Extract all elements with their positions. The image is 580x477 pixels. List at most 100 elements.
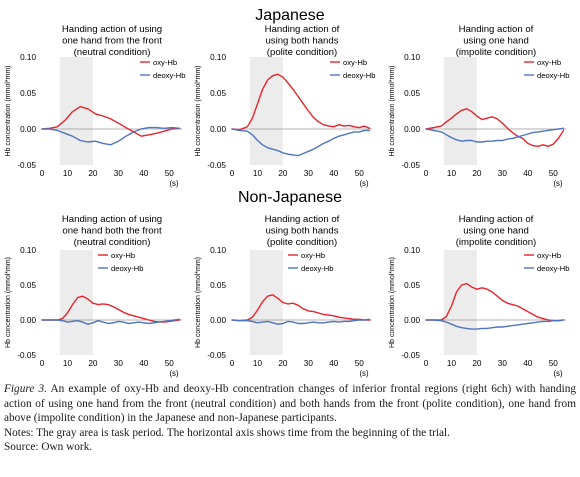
x-tick-label: 0	[40, 359, 45, 368]
x-tick-label: 40	[139, 169, 149, 178]
y-axis-label: Hb concentration (mmol*mm)	[5, 65, 12, 156]
group-title-non-japanese: Non-Japanese	[238, 189, 342, 206]
y-axis-label: Hb concentration (mmol*mm)	[195, 65, 202, 156]
x-tick-label: 20	[472, 359, 482, 368]
y-tick-label: -0.05	[401, 161, 420, 170]
y-axis-label: Hb concentration (mmol*mm)	[195, 257, 202, 348]
x-unit-label: (s)	[169, 179, 178, 188]
x-tick-label: 10	[63, 169, 73, 178]
x-tick-label: 10	[447, 359, 457, 368]
legend-label: oxy-Hb	[111, 251, 135, 260]
x-tick-label: 30	[304, 169, 314, 178]
y-tick-label: 0.10	[20, 53, 36, 62]
task-period-band	[59, 57, 93, 165]
legend-label: oxy-Hb	[153, 58, 177, 67]
x-tick-label: 30	[304, 359, 314, 368]
legend-label: oxy-Hb	[301, 251, 325, 260]
x-tick-label: 30	[114, 359, 124, 368]
y-axis-label: Hb concentration (mmol*mm)	[389, 257, 396, 348]
series-line-deoxy-hb	[41, 318, 181, 325]
x-tick-label: 50	[549, 359, 559, 368]
chart-title-line: using one hand	[463, 226, 529, 237]
x-unit-label: (s)	[359, 179, 368, 188]
chart-title-line: Handing action of	[459, 214, 534, 225]
x-tick-label: 40	[523, 359, 533, 368]
series-line-deoxy-hb	[41, 126, 181, 146]
x-tick-label: 40	[329, 359, 339, 368]
chart-title-line: (polite condition)	[267, 237, 337, 248]
y-tick-label: 0.00	[404, 316, 420, 325]
y-tick-label: 0.00	[210, 125, 226, 134]
x-tick-label: 0	[230, 169, 235, 178]
x-tick-label: 40	[139, 359, 149, 368]
series-line-oxy-hb	[425, 282, 565, 322]
series-line-oxy-hb	[41, 106, 181, 137]
chart-title-line: Handing action of	[265, 24, 340, 35]
series-line-deoxy-hb	[231, 318, 371, 325]
y-tick-label: -0.05	[17, 161, 36, 170]
chart-title-line: (impolite condition)	[456, 237, 537, 248]
y-tick-label: 0.10	[20, 246, 36, 255]
x-tick-label: 0	[424, 169, 429, 178]
x-tick-label: 0	[424, 359, 429, 368]
x-unit-label: (s)	[553, 179, 562, 188]
x-tick-label: 10	[447, 169, 457, 178]
legend-label: deoxy-Hb	[111, 264, 144, 273]
chart-title-line: using one hand	[463, 36, 529, 47]
y-tick-label: -0.05	[401, 351, 420, 360]
chart-title-line: Handing action of	[265, 214, 340, 225]
chart-title-line: (impolite condition)	[456, 47, 537, 58]
x-tick-label: 10	[253, 169, 263, 178]
y-tick-label: -0.05	[207, 351, 226, 360]
legend-label: deoxy-Hb	[537, 264, 570, 273]
x-tick-label: 0	[40, 169, 45, 178]
x-tick-label: 30	[498, 169, 508, 178]
legend-label: oxy-Hb	[537, 58, 561, 67]
y-tick-label: 0.00	[210, 316, 226, 325]
x-tick-label: 20	[88, 359, 98, 368]
x-tick-label: 10	[253, 359, 263, 368]
x-tick-label: 20	[472, 169, 482, 178]
x-tick-label: 50	[355, 359, 365, 368]
x-tick-label: 30	[114, 169, 124, 178]
x-tick-label: 40	[523, 169, 533, 178]
chart-title-line: (neutral condition)	[74, 47, 151, 58]
caption-text: An example of oxy-Hb and deoxy-Hb concen…	[4, 383, 577, 425]
group-title-japanese: Japanese	[255, 7, 324, 24]
y-tick-label: 0.05	[404, 281, 420, 290]
x-unit-label: (s)	[553, 369, 562, 378]
y-tick-label: 0.00	[20, 316, 36, 325]
y-tick-label: 0.00	[20, 125, 36, 134]
series-line-oxy-hb	[231, 73, 371, 131]
y-tick-label: 0.05	[404, 89, 420, 98]
caption-label: Figure 3.	[4, 383, 47, 395]
series-line-deoxy-hb	[231, 128, 371, 157]
y-tick-label: 0.10	[210, 53, 226, 62]
task-period-band	[443, 250, 477, 355]
task-period-band	[59, 250, 93, 355]
chart-title-line: Handing action of using	[62, 214, 162, 225]
figure-caption: Figure 3. An example of oxy-Hb and deoxy…	[4, 382, 576, 455]
legend-label: deoxy-Hb	[343, 71, 376, 80]
x-tick-label: 20	[278, 359, 288, 368]
chart-title-line: using both hands	[265, 36, 338, 47]
chart-title-line: (polite condition)	[267, 47, 337, 58]
x-tick-label: 50	[549, 169, 559, 178]
caption-source: Source: Own work.	[4, 441, 93, 454]
legend-label: deoxy-Hb	[153, 71, 186, 80]
x-tick-label: 30	[498, 359, 508, 368]
y-tick-label: 0.10	[210, 246, 226, 255]
x-tick-label: 50	[165, 359, 175, 368]
legend-label: oxy-Hb	[537, 251, 561, 260]
y-tick-label: 0.05	[210, 89, 226, 98]
task-period-band	[249, 250, 283, 355]
caption-main: Figure 3. An example of oxy-Hb and deoxy…	[4, 382, 576, 426]
x-tick-label: 50	[355, 169, 365, 178]
y-tick-label: 0.00	[404, 125, 420, 134]
series-line-deoxy-hb	[425, 127, 565, 143]
